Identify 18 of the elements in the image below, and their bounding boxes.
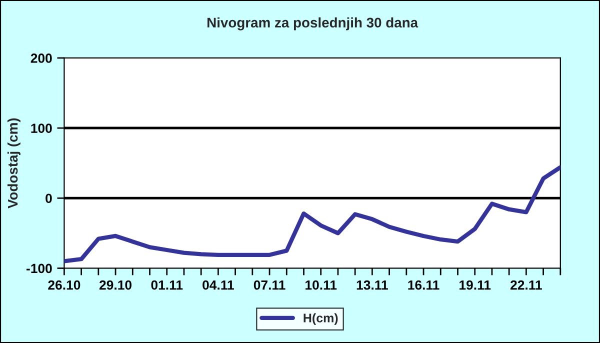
y-tick-label: 200 [30, 54, 52, 63]
y-tick-label: 100 [31, 124, 52, 133]
x-tick-label: 29.10 [99, 280, 132, 290]
x-tick-label: 07.11 [254, 280, 286, 290]
x-tick-label: 26.10 [48, 280, 80, 290]
x-tick-label: 04.11 [202, 280, 234, 290]
x-tick-label: 01.11 [151, 280, 183, 290]
x-tick-label: 22.11 [510, 280, 542, 290]
line-series [64, 165, 560, 264]
legend-label: H(cm) [304, 313, 338, 325]
y-tick-label: -100 [26, 264, 52, 274]
y-tick-label: 0 [46, 194, 52, 204]
x-tick-label: 10.11 [306, 280, 337, 290]
x-tick-label: 16.11 [408, 280, 440, 290]
chart-title: Nivogram za poslednjih 30 dana [208, 17, 418, 30]
x-tick-label: 13.11 [356, 280, 388, 290]
y-axis-title: Vodostaj (cm) [7, 118, 20, 208]
x-tick-label: 19.11 [460, 280, 491, 290]
